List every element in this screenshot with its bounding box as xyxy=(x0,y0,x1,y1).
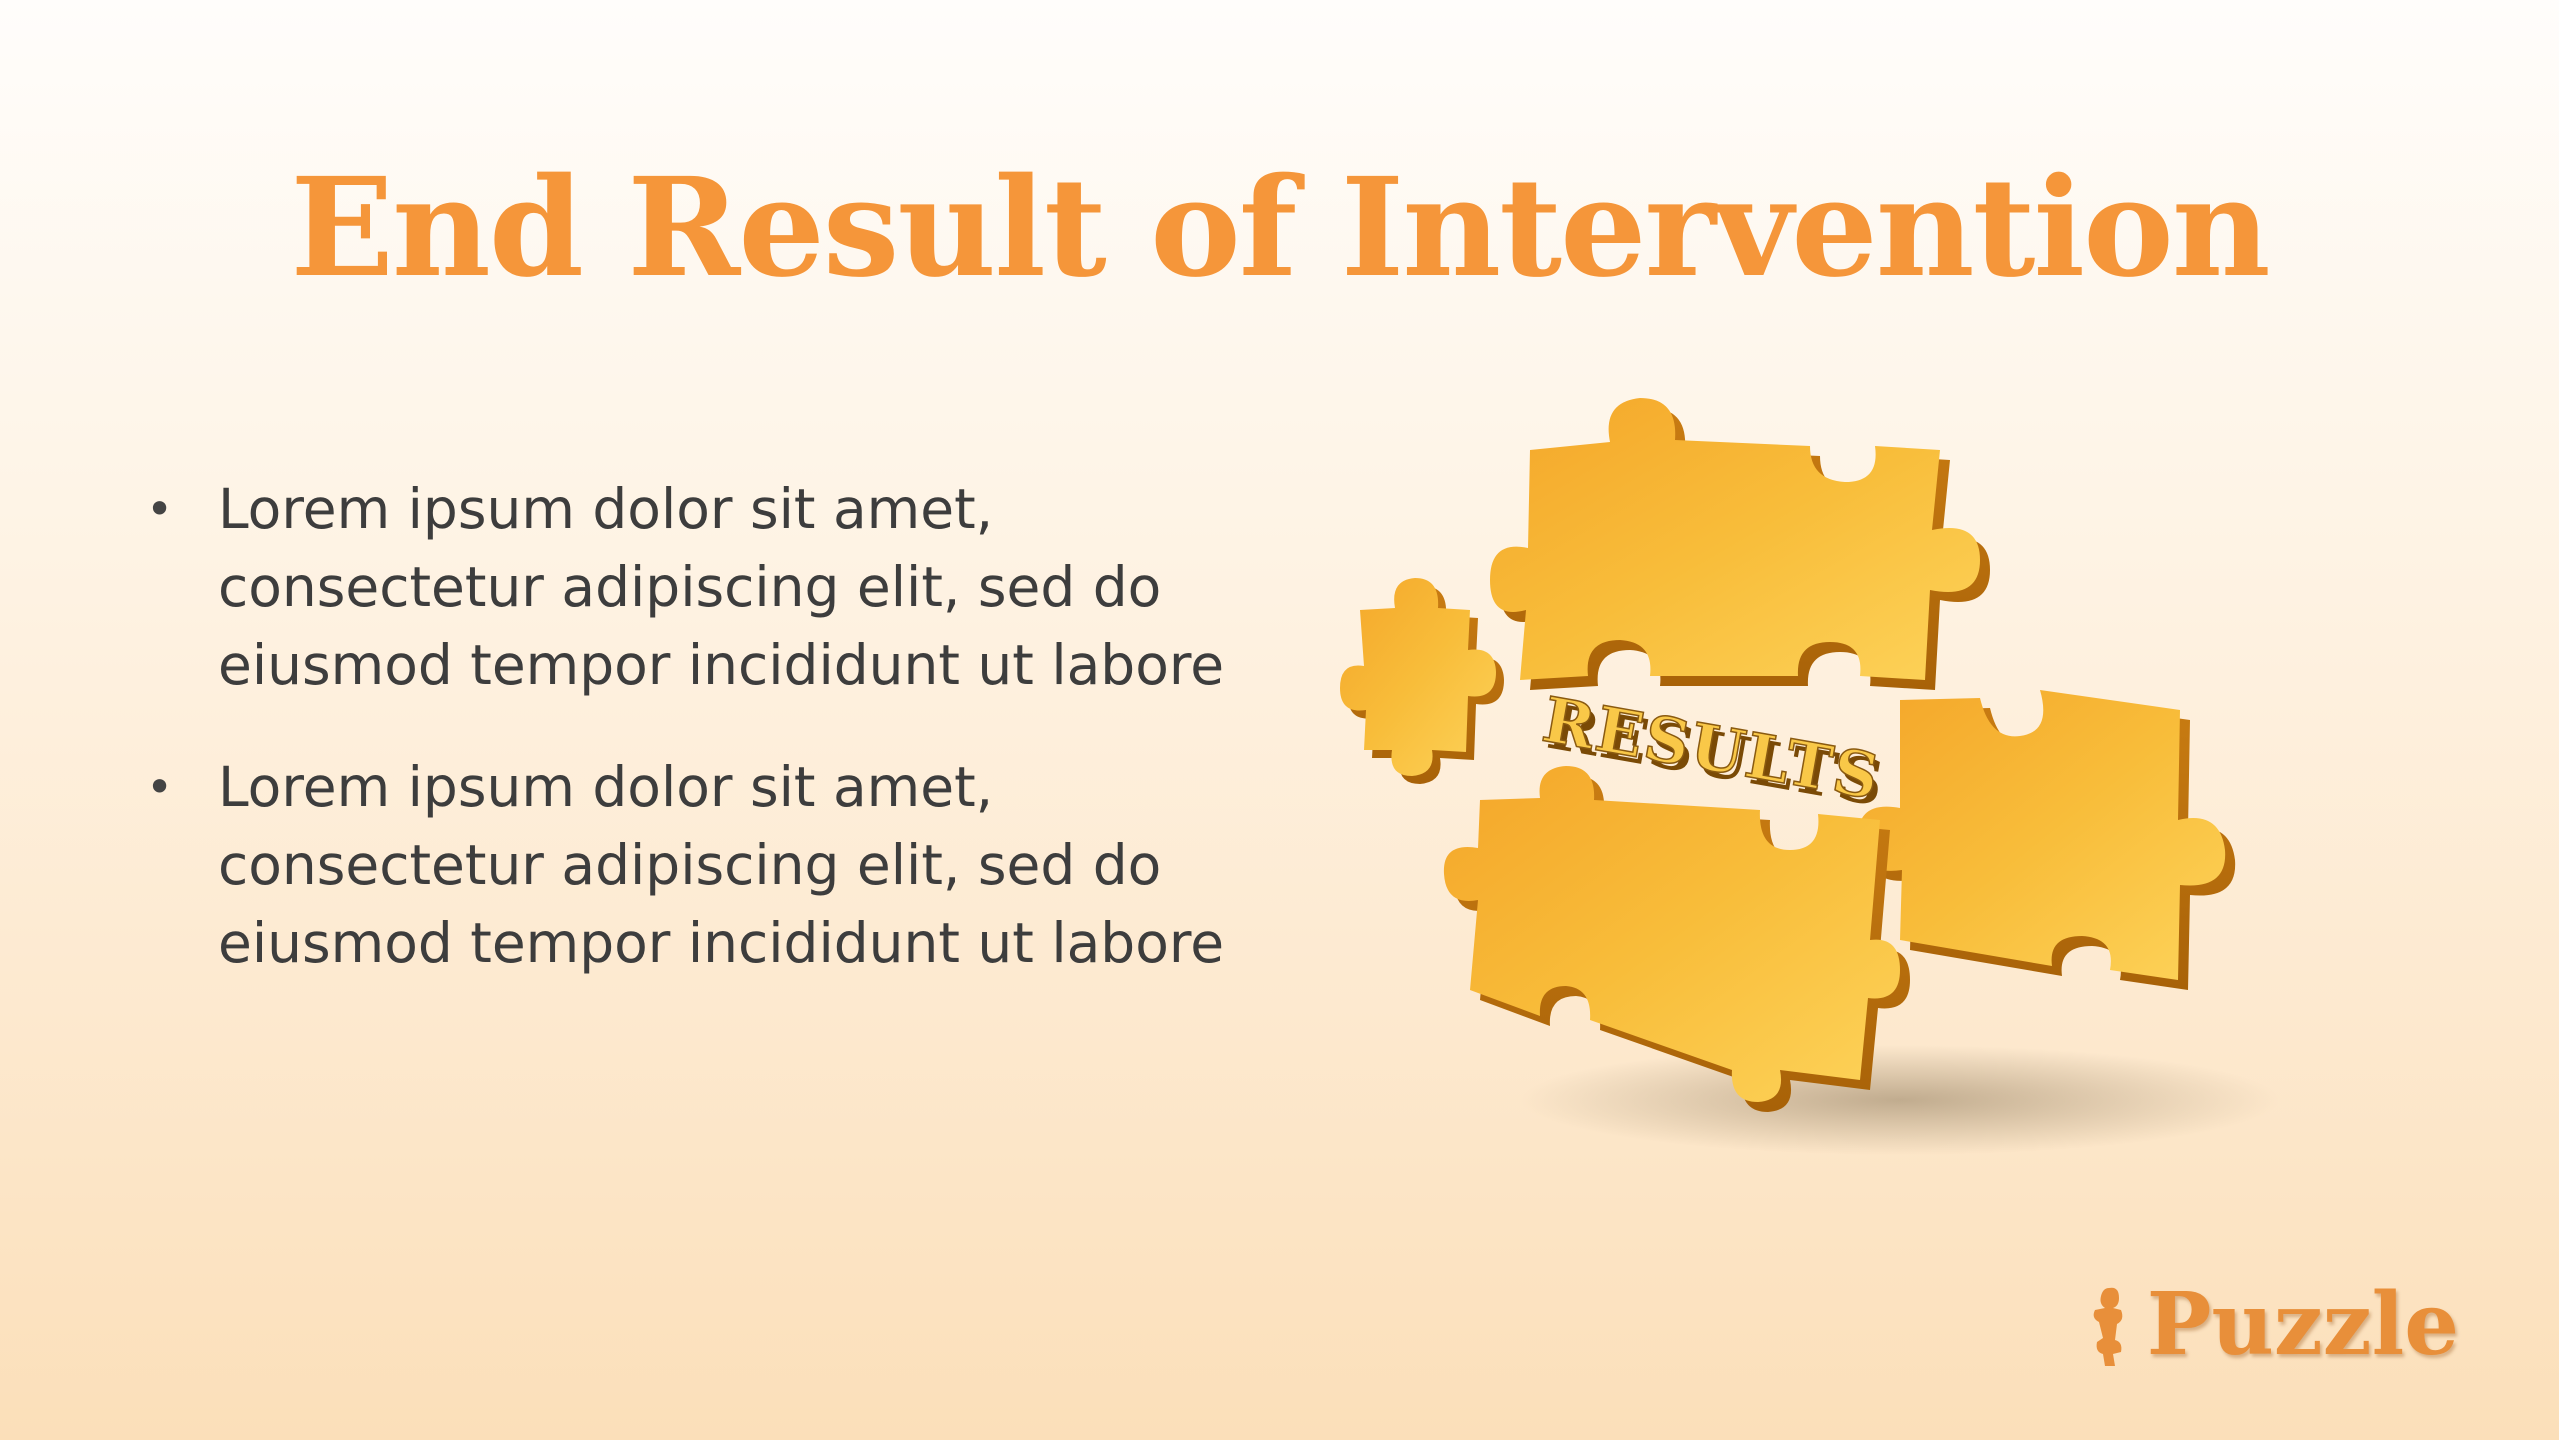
bullet-text: Lorem ipsum dolor sit amet, consectetur … xyxy=(218,755,1225,975)
bullet-icon: • xyxy=(146,482,174,536)
bullet-item: • Lorem ipsum dolor sit amet, consectetu… xyxy=(140,748,1260,982)
shadow-shape xyxy=(1520,1045,2280,1155)
puzzle-figure-icon xyxy=(2085,1280,2135,1370)
bullet-icon: • xyxy=(146,760,174,814)
puzzle-piece-bottom xyxy=(1443,766,1910,1112)
puzzle-piece-top xyxy=(1490,398,1990,690)
bullet-text: Lorem ipsum dolor sit amet, consectetur … xyxy=(218,477,1225,697)
puzzle-piece-left xyxy=(1340,578,1504,784)
puzzle-logo: Puzzle xyxy=(2085,1280,2459,1370)
bullet-list: • Lorem ipsum dolor sit amet, consectetu… xyxy=(140,470,1260,1026)
logo-text: Puzzle xyxy=(2146,1274,2459,1375)
bullet-item: • Lorem ipsum dolor sit amet, consectetu… xyxy=(140,470,1260,704)
puzzle-piece-right xyxy=(1857,690,2236,990)
puzzle-pieces-illustration: RESULTS RESULTS xyxy=(1340,380,2320,1180)
slide-title: End Result of Intervention xyxy=(290,148,2270,308)
